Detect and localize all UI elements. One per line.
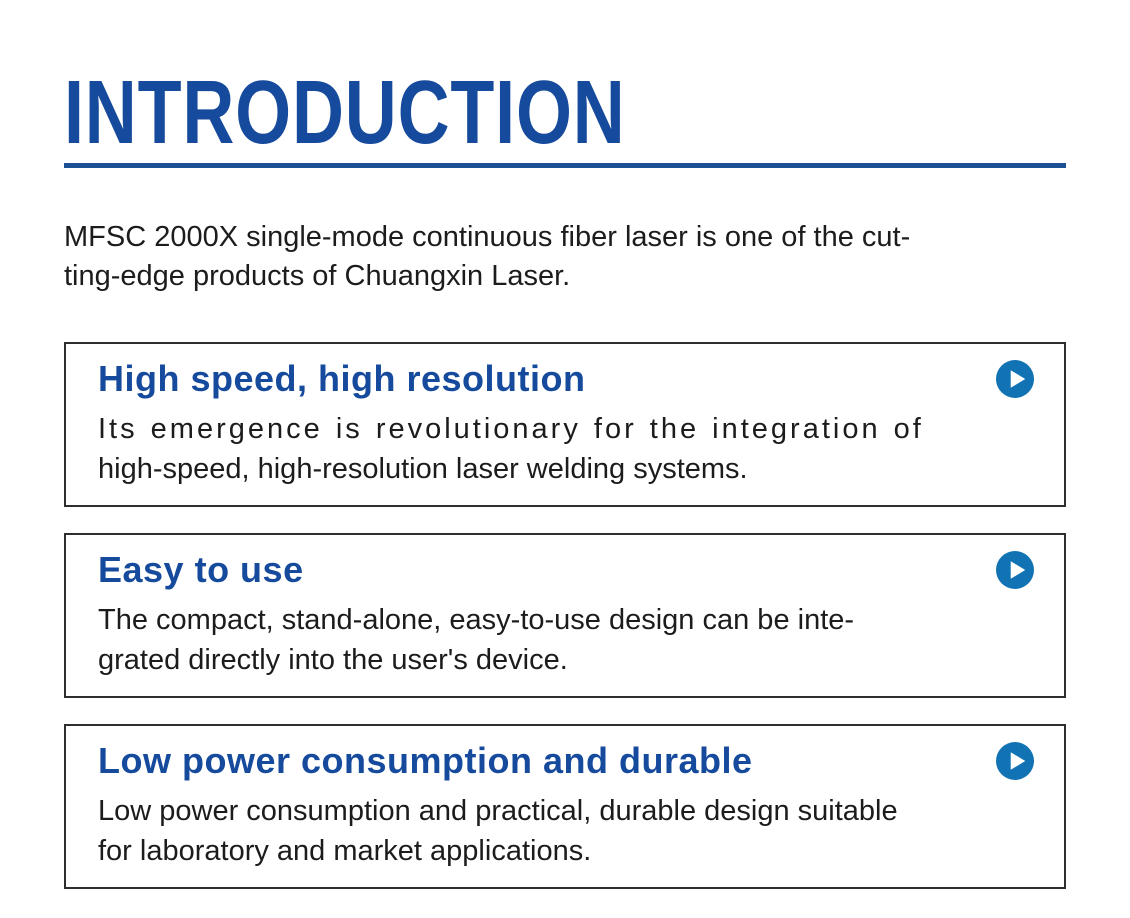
play-icon[interactable] [996,359,1034,398]
intro-line: MFSC 2000X single-mode continuous fiber … [64,220,911,253]
card-header: Easy to use [98,547,1034,593]
card-header: High speed, high resolution [98,356,1034,402]
page-title-text: INTRODUCTION [64,63,626,163]
card-body-line: Low power consumption and practical, dur… [98,794,898,827]
feature-card-low-power: Low power consumption and durable Low po… [64,723,1066,889]
card-body-line: for laboratory and market applications. [98,834,592,867]
play-icon[interactable] [996,741,1034,780]
card-body-line: Its emergence is revolutionary for the i… [98,412,924,445]
card-body-line: The compact, stand-alone, easy-to-use de… [98,603,855,636]
card-header: Low power consumption and durable [98,738,1034,784]
card-body: The compact, stand-alone, easy-to-use de… [98,600,1034,680]
card-title: Easy to use [98,548,304,590]
feature-card-high-speed: High speed, high resolution Its emergenc… [64,341,1066,507]
page-title: INTRODUCTION [64,63,1066,163]
card-title: Low power consumption and durable [98,739,753,781]
card-body-line: grated directly into the user's device. [98,643,568,676]
card-body: Low power consumption and practical, dur… [98,791,1034,871]
masthead: INTRODUCTION [64,0,1066,168]
play-icon[interactable] [996,550,1034,589]
intro-line: ting-edge products of Chuangxin Laser. [64,259,571,292]
card-body: Its emergence is revolutionary for the i… [98,409,1034,489]
card-title: High speed, high resolution [98,357,586,399]
intro-paragraph: MFSC 2000X single-mode continuous fiber … [64,218,1066,296]
feature-card-easy-to-use: Easy to use The compact, stand-alone, ea… [64,532,1066,698]
card-body-line: high-speed, high-resolution laser weldin… [98,452,748,485]
